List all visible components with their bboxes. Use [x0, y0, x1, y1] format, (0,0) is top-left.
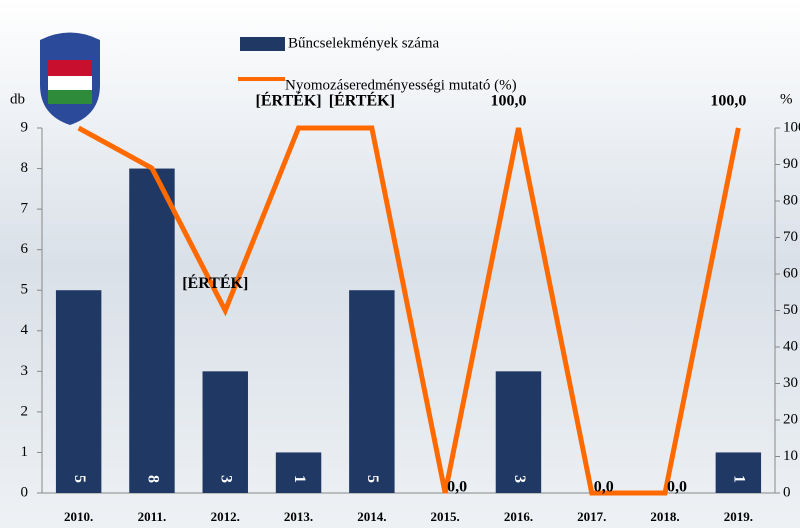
y2-tick-label: 50 [783, 302, 798, 318]
bar [349, 290, 395, 493]
y2-tick-label: 40 [783, 338, 798, 354]
y-tick-label: 5 [21, 282, 29, 298]
bar [55, 290, 102, 493]
legend-swatch-bar [240, 37, 285, 51]
bar [495, 371, 542, 493]
y2-tick-label: 0 [783, 484, 791, 500]
bar-value-label: 3 [218, 475, 235, 483]
y-tick-label: 8 [21, 160, 29, 176]
bar [129, 168, 175, 494]
x-tick-label: 2015. [431, 509, 460, 524]
bar [275, 452, 322, 493]
y2-tick-label: 100 [783, 119, 800, 135]
y2-tick-label: 20 [783, 411, 798, 427]
y-tick-label: 2 [21, 403, 29, 419]
y-axis-label: db [10, 91, 25, 107]
x-tick-label: 2010. [64, 509, 93, 524]
legend-label: Bűncselekmények száma [288, 35, 440, 51]
bar [202, 371, 248, 493]
y2-axis-label: % [780, 91, 793, 107]
bar-value-label: 5 [364, 475, 381, 483]
y-tick-label: 3 [21, 363, 29, 379]
y-tick-label: 7 [21, 201, 29, 217]
bar-value-label: 1 [731, 475, 748, 483]
bar-value-label: 1 [291, 475, 308, 483]
y2-tick-label: 30 [783, 375, 798, 391]
y2-tick-label: 10 [783, 448, 798, 464]
x-tick-label: 2014. [357, 509, 386, 524]
x-tick-label: 2018. [650, 509, 679, 524]
line-value-label: [ÉRTÉK] [182, 273, 248, 292]
line [77, 125, 741, 496]
y-tick-label: 6 [21, 241, 29, 257]
x-tick-label: 2012. [211, 509, 240, 524]
legend-label: Nyomozáseredményességi mutató (%) [285, 77, 517, 93]
y-tick-label: 9 [21, 119, 29, 135]
y-tick-label: 0 [21, 484, 29, 500]
bar-value-label: 8 [144, 475, 161, 483]
line-value-label: 100,0 [710, 93, 746, 110]
bar-value-label: 5 [71, 475, 88, 483]
x-tick-label: 2019. [724, 509, 753, 524]
x-tick-label: 2013. [284, 509, 313, 524]
bar [715, 452, 762, 493]
y2-tick-label: 90 [783, 156, 798, 172]
line-value-label: 0,0 [594, 479, 614, 496]
y2-tick-label: 60 [783, 265, 798, 281]
line-value-label: 100,0 [490, 93, 526, 110]
y-tick-label: 1 [21, 444, 29, 460]
x-tick-label: 2017. [577, 509, 606, 524]
line-value-label: 0,0 [667, 479, 687, 496]
x-tick-label: 2016. [504, 509, 533, 524]
y-tick-label: 4 [21, 322, 29, 338]
y2-tick-label: 70 [783, 229, 798, 245]
bar-value-label: 3 [511, 475, 528, 483]
logo [40, 32, 100, 125]
y2-tick-label: 80 [783, 192, 798, 208]
x-tick-label: 2011. [138, 509, 167, 524]
line-value-label: [ÉRTÉK] [255, 91, 321, 110]
line-value-label: 0,0 [447, 479, 467, 496]
line-value-label: [ÉRTÉK] [329, 91, 395, 110]
